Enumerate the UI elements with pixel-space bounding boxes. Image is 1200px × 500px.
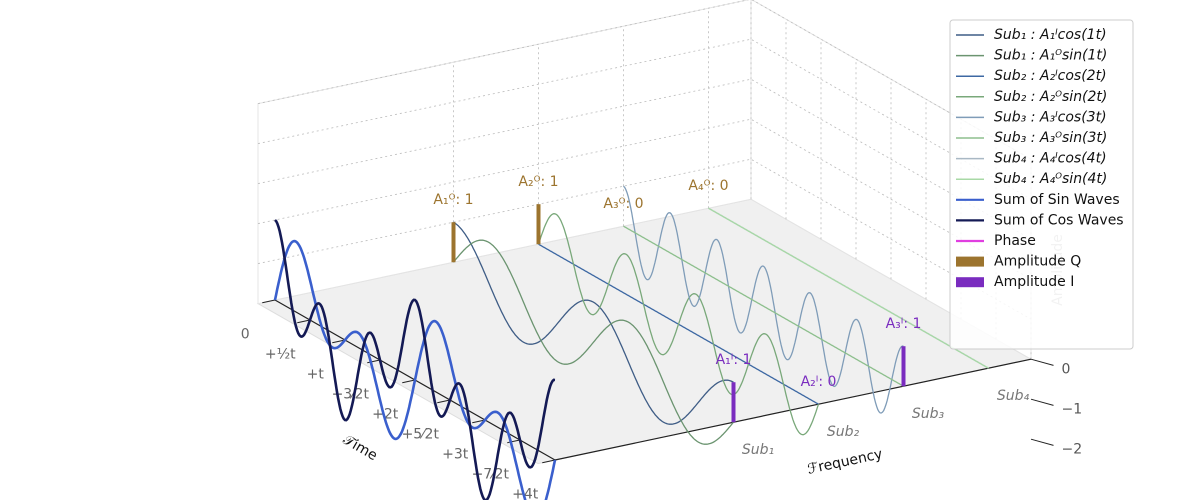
x-tick-label: +2t xyxy=(372,406,399,422)
sub-wave xyxy=(623,225,904,387)
sub-wave xyxy=(453,239,734,445)
legend-label: Sub₁ : A₁ᴼsin(1t) xyxy=(994,48,1107,64)
amplitude-label: A₃ᴼ: 0 xyxy=(603,196,643,212)
legend-box xyxy=(949,19,1134,350)
x-tick xyxy=(332,339,346,344)
frequency-tick-label: Sub₄ xyxy=(997,388,1030,404)
x-tick-label: 0 xyxy=(241,326,250,342)
x-tick xyxy=(402,379,416,384)
x-tick xyxy=(367,359,381,364)
legend-label: Sum of Cos Waves xyxy=(994,212,1124,228)
legend-label: Amplitude Q xyxy=(994,254,1081,270)
z-tick-label: 0 xyxy=(1062,361,1071,377)
x-tick-label: +7⁄2t xyxy=(472,466,510,482)
x-tick xyxy=(472,419,486,424)
amplitude-label: A₂ᴼ: 1 xyxy=(518,174,558,190)
sub-wave xyxy=(623,185,904,414)
sum-wave xyxy=(274,219,556,500)
back-pane xyxy=(257,0,752,305)
legend-label: Sub₄ : A₄ᴵcos(4t) xyxy=(994,151,1107,167)
amplitude-label: A₃ᴵ: 1 xyxy=(886,316,922,332)
sub-wave xyxy=(453,221,734,425)
legend-label: Sub₃ : A₃ᴵcos(3t) xyxy=(994,109,1107,125)
amplitude-label: A₂ᴵ: 0 xyxy=(801,374,837,390)
x-tick xyxy=(507,439,521,444)
legend-label: Amplitude I xyxy=(994,274,1074,290)
z-tick-label: −2 xyxy=(1062,441,1083,457)
legend-label: Sub₁ : A₁ᴵcos(1t) xyxy=(994,27,1107,43)
x-tick xyxy=(297,319,311,324)
amplitude-label: A₁ᴵ: 1 xyxy=(716,352,752,368)
frequency-tick-label: Sub₂ xyxy=(827,424,860,440)
legend-label: Sub₄ : A₄ᴼsin(4t) xyxy=(994,171,1107,187)
frequency-tick-label: Sub₃ xyxy=(912,406,945,422)
legend-label: Phase xyxy=(994,233,1036,249)
x-tick-label: +5⁄2t xyxy=(402,426,440,442)
x-tick xyxy=(437,399,451,404)
x-tick xyxy=(542,459,556,464)
legend-patch xyxy=(956,256,984,267)
legend-label: Sub₂ : A₂ᴼsin(2t) xyxy=(994,89,1107,105)
z-tick-label: −1 xyxy=(1062,401,1083,417)
panes xyxy=(256,0,1033,465)
y-axis-label: ℱrequency xyxy=(806,446,884,478)
x-tick-label: +t xyxy=(307,366,325,382)
z-tick xyxy=(1030,358,1054,366)
amplitude-label: A₁ᴼ: 1 xyxy=(433,192,473,208)
amplitude-label: A₄ᴼ: 0 xyxy=(688,178,728,194)
frequency-axis xyxy=(554,358,1032,461)
x-axis-label: 𝒯ime xyxy=(340,432,380,464)
x-tick-label: +3t xyxy=(442,446,469,462)
legend-label: Sub₂ : A₂ᴵcos(2t) xyxy=(994,68,1107,84)
x-tick-label: +½t xyxy=(265,346,296,362)
x-tick-label: +3⁄2t xyxy=(332,386,370,402)
x-tick xyxy=(262,299,276,304)
frequency-tick-label: Sub₁ xyxy=(742,442,774,458)
sub-wave xyxy=(537,213,820,436)
sum-wave xyxy=(273,239,557,500)
legend-label: Sub₃ : A₃ᴼsin(3t) xyxy=(994,130,1107,146)
x-tick-label: +4t xyxy=(512,486,539,500)
legend-patch xyxy=(956,277,984,288)
z-tick xyxy=(1030,438,1054,446)
z-tick xyxy=(1030,398,1054,406)
legend-label: Sum of Sin Waves xyxy=(994,192,1120,208)
sub-wave xyxy=(708,207,989,369)
